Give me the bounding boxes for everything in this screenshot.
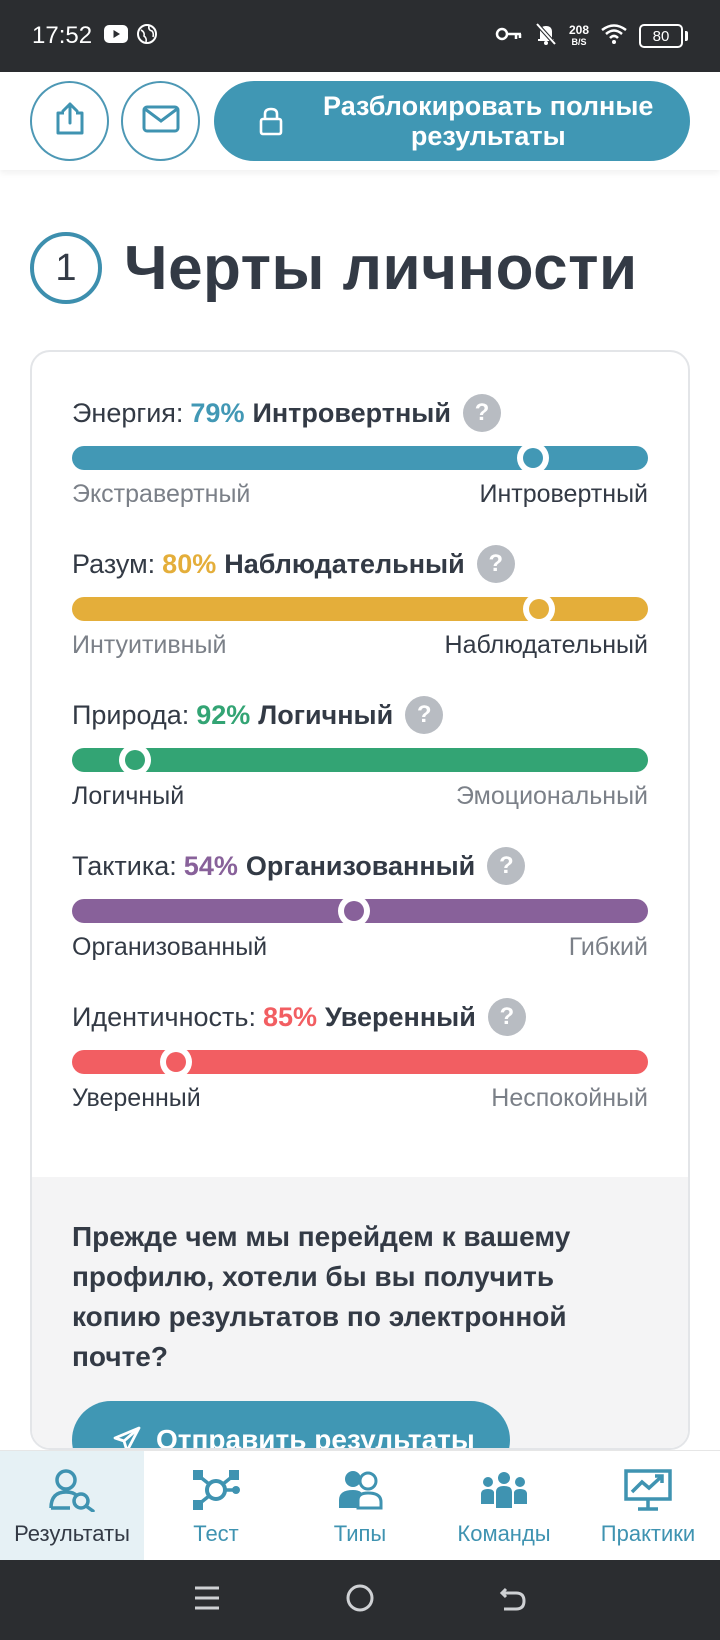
trait-result: Логичный: [258, 699, 394, 730]
trait-left-pole: Логичный: [72, 782, 185, 810]
nav-label: Типы: [333, 1521, 387, 1546]
send-results-button[interactable]: Отправить результаты: [72, 1401, 510, 1450]
help-icon[interactable]: ?: [487, 998, 526, 1036]
test-icon: [191, 1465, 241, 1515]
trait-right-pole: Эмоциональный: [455, 782, 648, 810]
trait-percent: 80%: [162, 548, 217, 579]
action-bar: Разблокировать полные результаты: [0, 72, 720, 170]
trait-right-pole: Гибкий: [568, 933, 648, 961]
trait-left-pole: Экстравертный: [72, 480, 251, 508]
slider-knob: [159, 1046, 192, 1078]
home-icon[interactable]: [345, 1583, 375, 1618]
nav-label: Команды: [457, 1521, 551, 1546]
trait-slider: [72, 593, 648, 625]
page-title: Черты личности: [124, 233, 638, 303]
trait-energy: Энергия: 79% Интровертный ? Экстравертны…: [72, 392, 648, 543]
email-prompt: Прежде чем мы перейдем к вашему профилю,…: [32, 1177, 688, 1450]
unlock-results-button[interactable]: Разблокировать полные результаты: [214, 81, 691, 161]
send-results-label: Отправить результаты: [156, 1424, 475, 1450]
email-button[interactable]: [121, 81, 201, 161]
trait-identity: Идентичность: 85% Уверенный ? Уверенный …: [72, 996, 648, 1147]
trait-tactics: Тактика: 54% Организованный ? Организова…: [72, 845, 648, 996]
trait-percent: 92%: [196, 699, 251, 730]
trait-label: Разум:: [72, 548, 156, 579]
nav-types[interactable]: Типы: [288, 1451, 432, 1561]
share-icon: [52, 101, 88, 142]
slider-knob: [522, 593, 555, 625]
section-header: 1 Черты личности: [30, 232, 638, 304]
trait-right-pole: Интровертный: [479, 480, 648, 508]
net-speed: 208 B/S: [568, 23, 589, 47]
unlock-results-label: Разблокировать полные результаты: [323, 91, 654, 151]
trait-percent: 79%: [190, 397, 245, 428]
trait-slider: [72, 744, 648, 776]
slider-knob: [338, 895, 371, 927]
trait-right-pole: Неспокойный: [491, 1084, 648, 1112]
youtube-icon: [104, 24, 129, 48]
share-button[interactable]: [30, 81, 110, 161]
nav-label: Результаты: [14, 1521, 130, 1546]
nav-label: Практики: [600, 1521, 696, 1546]
nav-teams[interactable]: Команды: [432, 1451, 576, 1561]
section-number: 1: [30, 232, 102, 304]
trait-label: Природа:: [72, 699, 190, 730]
trait-slider: [72, 895, 648, 927]
lock-icon: [256, 106, 286, 136]
slider-knob: [516, 442, 549, 474]
trait-left-pole: Интуитивный: [72, 631, 227, 659]
slider-knob: [119, 744, 152, 776]
results-icon: [48, 1465, 96, 1515]
help-icon[interactable]: ?: [476, 545, 515, 583]
status-bar: 17:52 208 B/S 80: [0, 0, 720, 72]
nav-practices[interactable]: Практики: [576, 1451, 720, 1561]
trait-percent: 85%: [262, 1001, 318, 1032]
trait-result: Организованный: [245, 850, 476, 881]
wifi-icon: [601, 23, 627, 49]
trait-slider: [72, 442, 648, 474]
bottom-nav: Результаты Тест Типы Команды Практики: [0, 1450, 720, 1561]
trait-result: Уверенный: [325, 1001, 476, 1032]
system-nav-bar: [0, 1560, 720, 1640]
trait-label: Энергия:: [72, 397, 184, 428]
trait-slider: [72, 1046, 648, 1078]
status-time: 17:52: [32, 22, 93, 49]
trait-percent: 54%: [183, 850, 238, 881]
paper-plane-icon: [112, 1425, 142, 1448]
traits-card: Энергия: 79% Интровертный ? Экстравертны…: [30, 350, 690, 1450]
teams-icon: [479, 1465, 529, 1515]
practices-icon: [623, 1465, 673, 1515]
globe-icon: [136, 23, 158, 50]
trait-label: Идентичность:: [72, 1001, 256, 1032]
back-icon[interactable]: [498, 1583, 528, 1618]
trait-mind: Разум: 80% Наблюдательный ? Интуитивный …: [72, 543, 648, 694]
help-icon[interactable]: ?: [405, 696, 444, 734]
trait-left-pole: Уверенный: [72, 1084, 201, 1112]
recent-apps-icon[interactable]: [192, 1583, 222, 1618]
help-icon[interactable]: ?: [487, 847, 526, 885]
traits-list: Энергия: 79% Интровертный ? Экстравертны…: [32, 352, 688, 1147]
types-icon: [336, 1465, 384, 1515]
trait-label: Тактика:: [72, 850, 177, 881]
trait-left-pole: Организованный: [72, 933, 268, 961]
email-prompt-text: Прежде чем мы перейдем к вашему профилю,…: [72, 1221, 571, 1372]
help-icon[interactable]: ?: [462, 394, 501, 432]
nav-test[interactable]: Тест: [144, 1451, 288, 1561]
nav-results[interactable]: Результаты: [0, 1451, 144, 1561]
trait-nature: Природа: 92% Логичный ? Логичный Эмоцион…: [72, 694, 648, 845]
trait-result: Наблюдательный: [224, 548, 465, 579]
battery-indicator: 80: [639, 24, 688, 48]
nav-label: Тест: [193, 1521, 239, 1546]
muted-bell-icon: [535, 22, 557, 51]
key-icon: [495, 26, 523, 47]
trait-result: Интровертный: [252, 397, 451, 428]
trait-right-pole: Наблюдательный: [444, 631, 648, 659]
envelope-icon: [142, 104, 180, 139]
